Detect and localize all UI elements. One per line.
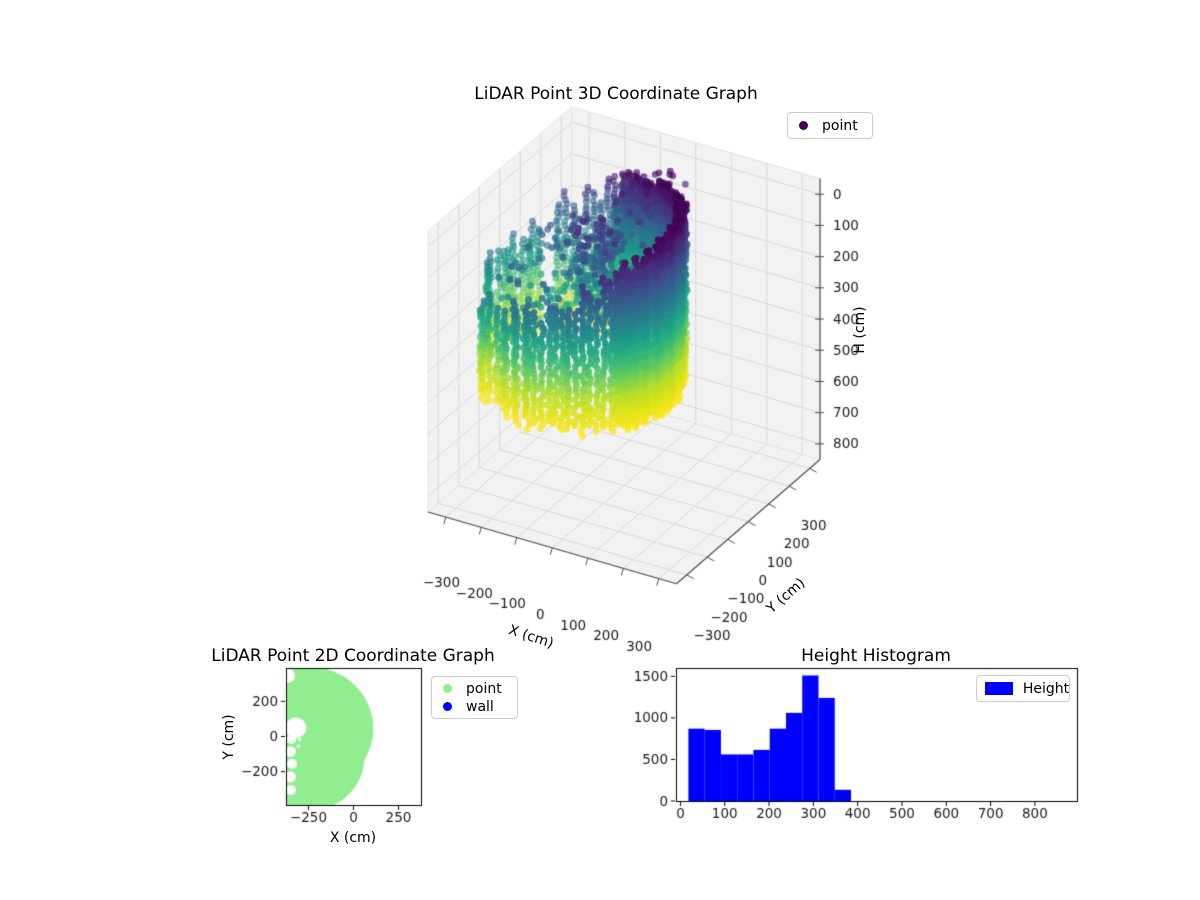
point-marker-icon [443, 684, 452, 693]
legend-label: Height [1022, 680, 1070, 697]
plot2d-legend: point wall [431, 676, 518, 719]
height-swatch-icon [984, 682, 1013, 695]
plot3d-legend-item-point: point [788, 117, 872, 135]
point-marker-icon [799, 121, 808, 130]
legend-label: point [466, 680, 502, 697]
histogram-title: Height Histogram [801, 646, 951, 666]
plot2d-xaxis-label: X (cm) [329, 830, 377, 846]
wall-marker-icon [443, 702, 452, 711]
plot2d-legend-item-wall: wall [432, 698, 517, 716]
plot2d-legend-item-point: point [432, 680, 517, 698]
plot2d-yaxis-label: Y (cm) [221, 714, 237, 760]
legend-label: wall [466, 698, 494, 715]
plot3d-title: LiDAR Point 3D Coordinate Graph [474, 84, 758, 104]
plot3d-legend: point [787, 112, 873, 139]
plot3d-zaxis-label: H (cm) [852, 306, 868, 354]
histogram-legend: Height [976, 675, 1070, 702]
legend-label: point [822, 117, 858, 134]
plot2d-title: LiDAR Point 2D Coordinate Graph [211, 646, 495, 666]
